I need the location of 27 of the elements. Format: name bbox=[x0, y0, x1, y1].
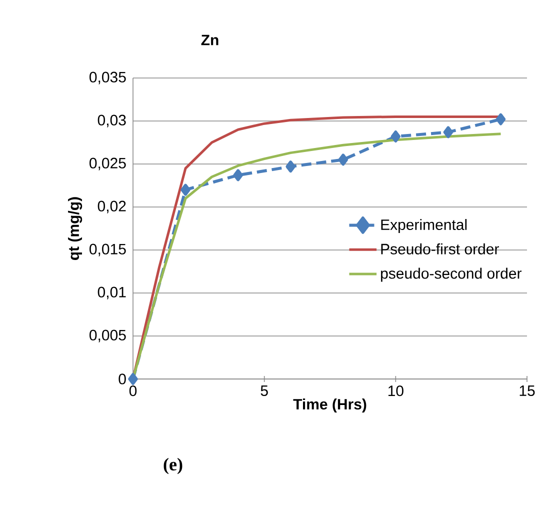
chart-title: Zn bbox=[201, 34, 218, 46]
x-tick-label: 5 bbox=[260, 386, 268, 396]
x-tick-label: 10 bbox=[388, 386, 404, 396]
point bbox=[233, 169, 243, 182]
y-axis-title: qt (mg/g) bbox=[68, 197, 82, 260]
y-tick-label: 0,005 bbox=[90, 330, 126, 342]
legend-label: Experimental bbox=[381, 219, 467, 233]
point bbox=[496, 113, 506, 126]
y-tick-label: 0,015 bbox=[90, 244, 126, 256]
y-tick-label: 0 bbox=[118, 374, 126, 384]
y-tick-label: 0,03 bbox=[98, 114, 126, 128]
y-tick-label: 0,025 bbox=[90, 158, 126, 170]
point bbox=[128, 373, 138, 385]
x-tick-label: 15 bbox=[520, 386, 535, 396]
point bbox=[443, 126, 454, 138]
y-tick-label: 0,035 bbox=[90, 72, 126, 84]
point bbox=[286, 160, 296, 173]
x-tick-label: 0 bbox=[129, 386, 137, 396]
x-axis-title: Time (Hrs) bbox=[293, 398, 366, 413]
point bbox=[390, 130, 401, 142]
legend-label: pseudo-second order bbox=[381, 268, 522, 282]
text: (e) bbox=[164, 458, 182, 474]
y-tick-label: 0,01 bbox=[98, 286, 126, 300]
point bbox=[180, 184, 190, 196]
y-tick-label: 0,02 bbox=[98, 200, 126, 214]
point bbox=[338, 154, 348, 166]
legend-label: Pseudo-first order bbox=[381, 243, 499, 254]
